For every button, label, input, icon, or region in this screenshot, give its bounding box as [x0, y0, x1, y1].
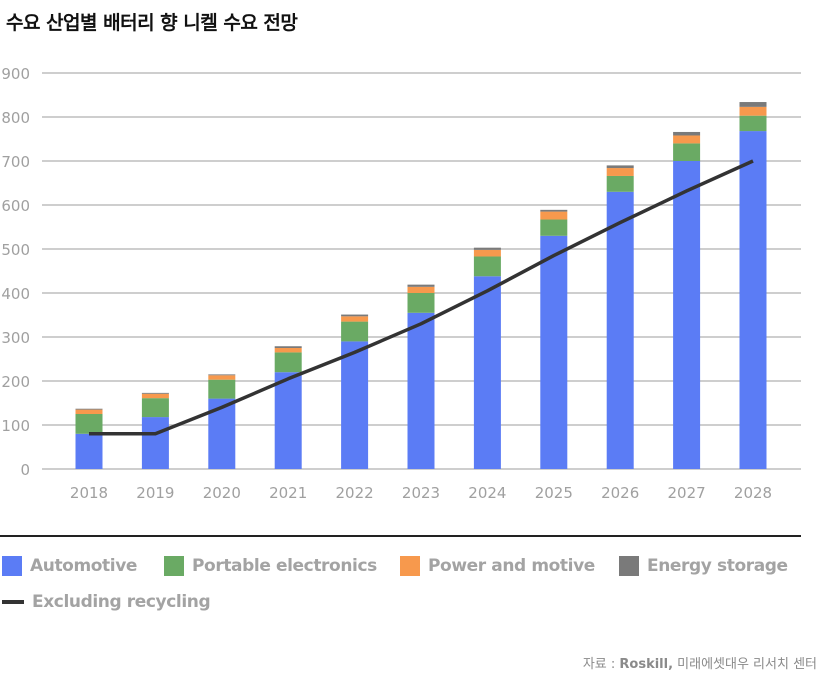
legend-label-automotive: Automotive [30, 556, 138, 576]
bar-automotive-2023 [407, 312, 435, 469]
x-tick-label: 2025 [535, 484, 573, 502]
bar-energy-storage-2025 [540, 209, 568, 212]
bar-power-and-motive-2022 [341, 316, 369, 322]
bar-portable-electronics-2021 [274, 352, 302, 373]
x-tick-label: 2018 [70, 484, 108, 502]
x-tick-label: 2023 [402, 484, 440, 502]
bar-power-and-motive-2019 [141, 393, 169, 399]
legend-item-excluding-recycling: Excluding recycling [2, 592, 211, 612]
x-axis-ticks: 2018 2019 2020 2021 2022 2023 2024 2025 2026 2027… [70, 484, 772, 502]
bar-power-and-motive-2021 [274, 348, 302, 353]
legend-swatch-power-and-motive [400, 556, 420, 576]
y-axis-ticks: 0 100 200 300 400 500 600 700 800 900 [1, 65, 30, 479]
bar-energy-storage-2027 [673, 131, 701, 136]
bar-energy-storage-2028 [739, 102, 767, 107]
legend-label-portable-electronics: Portable electronics [192, 556, 377, 576]
x-tick-label: 2026 [601, 484, 639, 502]
bar-energy-storage-2018 [75, 408, 103, 410]
legend-label-power-and-motive: Power and motive [428, 556, 595, 576]
bar-portable-electronics-2028 [739, 115, 767, 132]
bar-automotive-2024 [473, 276, 501, 469]
bar-automotive-2021 [274, 372, 302, 469]
bar-power-and-motive-2028 [739, 106, 767, 116]
legend-swatch-portable-electronics [164, 556, 184, 576]
legend-swatch-energy-storage [619, 556, 639, 576]
bar-portable-electronics-2024 [473, 256, 501, 277]
chart-title: 수요 산업별 배터리 향 니켈 수요 전망 [6, 12, 298, 34]
excluding-recycling-line [88, 159, 754, 436]
divider [0, 535, 801, 537]
chart-area: 0 100 200 300 400 500 600 700 800 900 2018 2019 202… [1, 65, 801, 502]
x-tick-label: 2019 [136, 484, 174, 502]
bar-power-and-motive-2025 [540, 211, 568, 220]
bar-portable-electronics-2018 [75, 414, 103, 434]
legend-item-automotive: Automotive [2, 556, 137, 576]
source-note: 자료 : Roskill, 미래에셋대우 리서치 센터 [583, 653, 817, 672]
bar-energy-storage-2020 [208, 374, 236, 376]
legend-swatch-automotive [2, 556, 22, 576]
y-tick-label: 300 [1, 329, 30, 347]
source-rest: 미래에셋대우 리서치 센터 [673, 657, 817, 672]
legend-item-energy-storage: Energy storage [619, 556, 788, 576]
y-tick-label: 700 [1, 153, 30, 171]
bar-portable-electronics-2027 [673, 143, 701, 161]
bar-automotive-2022 [341, 341, 369, 469]
bar-automotive-2019 [141, 417, 169, 469]
legend-swatch-excluding-recycling [2, 600, 24, 604]
bars [75, 102, 767, 470]
bar-portable-electronics-2023 [407, 293, 435, 313]
bar-power-and-motive-2018 [75, 409, 103, 414]
bar-power-and-motive-2023 [407, 286, 435, 293]
bar-portable-electronics-2026 [606, 175, 634, 192]
bar-power-and-motive-2024 [473, 249, 501, 257]
y-tick-label: 500 [1, 241, 30, 259]
x-tick-label: 2020 [203, 484, 241, 502]
bar-automotive-2027 [673, 161, 701, 469]
legend-label-energy-storage: Energy storage [647, 556, 788, 576]
y-tick-label: 0 [20, 461, 30, 479]
y-tick-label: 900 [1, 65, 30, 83]
bar-energy-storage-2024 [473, 247, 501, 250]
x-tick-label: 2021 [269, 484, 307, 502]
bar-portable-electronics-2022 [341, 321, 369, 342]
bar-portable-electronics-2025 [540, 219, 568, 236]
legend-item-power-and-motive: Power and motive [400, 556, 595, 576]
bar-power-and-motive-2020 [208, 375, 236, 380]
x-tick-label: 2024 [468, 484, 506, 502]
bar-energy-storage-2021 [274, 346, 302, 348]
bar-power-and-motive-2026 [606, 168, 634, 176]
bar-portable-electronics-2019 [141, 398, 169, 418]
x-tick-label: 2022 [336, 484, 374, 502]
x-tick-label: 2028 [734, 484, 772, 502]
y-tick-label: 600 [1, 197, 30, 215]
bar-automotive-2026 [606, 191, 634, 470]
bar-energy-storage-2026 [606, 165, 634, 169]
bar-portable-electronics-2020 [208, 379, 236, 399]
bar-automotive-2028 [739, 131, 767, 469]
legend-label-excluding-recycling: Excluding recycling [32, 592, 211, 612]
bar-energy-storage-2023 [407, 284, 435, 287]
source-name: Roskill, [619, 657, 674, 672]
source-prefix: 자료 : [582, 657, 620, 672]
y-tick-label: 200 [1, 373, 30, 391]
legend-item-portable-electronics: Portable electronics [164, 556, 377, 576]
y-tick-label: 800 [1, 109, 30, 127]
x-tick-label: 2027 [668, 484, 706, 502]
y-tick-label: 100 [1, 417, 30, 435]
bar-energy-storage-2022 [341, 314, 369, 317]
bar-energy-storage-2019 [141, 392, 169, 394]
bar-automotive-2018 [75, 433, 103, 469]
bar-automotive-2025 [540, 235, 568, 469]
y-tick-label: 400 [1, 285, 30, 303]
bar-power-and-motive-2027 [673, 135, 701, 144]
